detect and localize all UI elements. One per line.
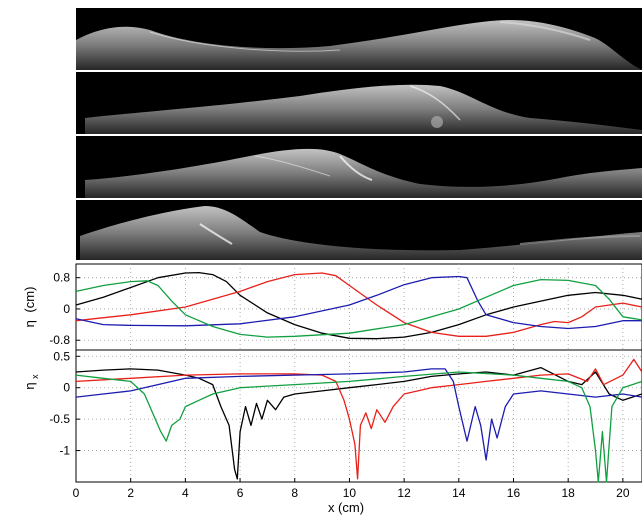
image-strip-2 xyxy=(76,72,642,134)
eta-x-y-label-sub: x xyxy=(30,374,40,379)
svg-text:η x: η x xyxy=(22,374,40,390)
x-tick-label: 16 xyxy=(507,486,521,500)
eta-series xyxy=(75,271,642,340)
x-axis-label: x (cm) xyxy=(328,500,364,515)
x-tick-label: 18 xyxy=(561,486,575,500)
x-tick-label: 6 xyxy=(237,486,244,500)
eta-plot-frame xyxy=(75,263,642,351)
eta-series-green xyxy=(75,278,642,338)
eta-y-label-unit: (cm) xyxy=(22,287,37,313)
image-strip-3 xyxy=(76,136,642,198)
eta-y-tick-label: 0 xyxy=(63,302,70,316)
svg-text:η (cm): η (cm) xyxy=(22,287,37,328)
eta-x-y-tick-label: 0.5 xyxy=(53,349,70,363)
eta-y-label-main: η xyxy=(22,320,37,327)
eta-x-y-tick-label: -0.5 xyxy=(49,412,70,426)
x-ticks: 0 2 4 6 8 10 12 14 16 18 20 xyxy=(73,478,630,500)
eta-y-tick-label: 0.8 xyxy=(53,271,70,285)
eta-series-red xyxy=(75,272,642,337)
x-tick-label: 8 xyxy=(291,486,298,500)
eta-x-y-label-main: η xyxy=(22,382,37,389)
eta-x-series-blue xyxy=(75,368,642,461)
eta-x-series-green xyxy=(75,371,642,483)
eta-x-plot: 0.5 0 -0.5 -1 0 2 4 6 8 10 12 14 16 18 20 η x x (cm) xyxy=(22,349,642,515)
image-strip-4 xyxy=(76,200,642,260)
eta-plot: 0.8 0 -0.8 η (cm) xyxy=(22,263,642,351)
x-tick-label: 20 xyxy=(616,486,630,500)
eta-x-series xyxy=(75,358,642,483)
eta-series-black xyxy=(75,271,642,340)
x-tick-label: 10 xyxy=(343,486,357,500)
eta-series-blue xyxy=(75,275,642,330)
eta-x-y-tick-label: 0 xyxy=(63,381,70,395)
eta-x-series-black xyxy=(75,366,642,480)
eta-y-ticks: 0.8 0 -0.8 xyxy=(49,271,80,347)
eta-x-y-ticks: 0.5 0 -0.5 -1 xyxy=(49,349,80,458)
eta-y-tick-label: -0.8 xyxy=(49,333,70,347)
eta-x-y-label: η x xyxy=(22,374,40,390)
x-tick-label: 14 xyxy=(452,486,466,500)
image-strip-1 xyxy=(76,8,642,70)
eta-y-label: η (cm) xyxy=(22,287,37,328)
x-tick-label: 2 xyxy=(127,486,134,500)
x-tick-label: 0 xyxy=(73,486,80,500)
x-tick-label: 12 xyxy=(397,486,411,500)
image-strips xyxy=(76,8,642,260)
x-tick-label: 4 xyxy=(182,486,189,500)
eta-x-y-tick-label: -1 xyxy=(59,444,70,458)
